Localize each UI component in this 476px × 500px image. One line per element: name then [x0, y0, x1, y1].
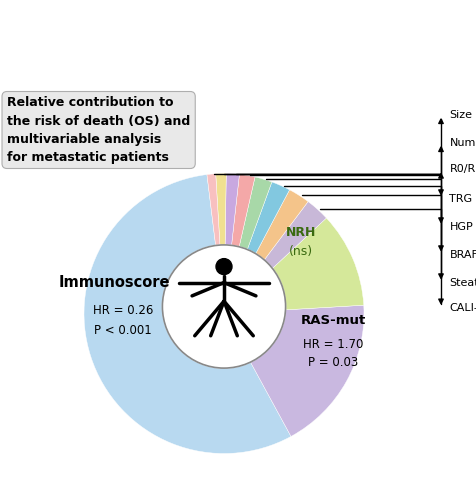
Text: TRG: TRG	[449, 194, 473, 203]
Text: Relative contribution to
the risk of death (OS) and
multivariable analysis
for m: Relative contribution to the risk of dea…	[7, 96, 190, 164]
Text: P < 0.001: P < 0.001	[94, 324, 152, 337]
Circle shape	[216, 258, 232, 274]
Text: CALI-SOS: CALI-SOS	[449, 303, 476, 313]
Wedge shape	[207, 174, 224, 314]
Text: R0/R1: R0/R1	[449, 164, 476, 174]
Text: RAS-mut: RAS-mut	[300, 314, 366, 327]
Text: NRH: NRH	[286, 226, 316, 239]
Wedge shape	[224, 202, 327, 314]
Text: Immunoscore: Immunoscore	[59, 275, 170, 290]
Text: HR = 0.26: HR = 0.26	[93, 304, 153, 317]
Text: Number: Number	[449, 138, 476, 147]
Wedge shape	[224, 305, 364, 436]
Wedge shape	[224, 218, 364, 314]
Wedge shape	[224, 190, 308, 314]
Text: P = 0.03: P = 0.03	[308, 356, 358, 369]
Text: HR = 1.70: HR = 1.70	[303, 338, 363, 351]
Wedge shape	[224, 177, 272, 314]
Text: HGP: HGP	[449, 222, 473, 232]
Wedge shape	[224, 174, 255, 314]
Text: Size: Size	[449, 110, 472, 120]
Text: (ns): (ns)	[289, 246, 313, 258]
Text: Steatohepatitis: Steatohepatitis	[449, 278, 476, 287]
Wedge shape	[224, 182, 289, 314]
Text: BRAF-mut: BRAF-mut	[449, 250, 476, 260]
Circle shape	[162, 245, 286, 368]
Wedge shape	[224, 174, 239, 314]
Wedge shape	[84, 174, 291, 454]
Wedge shape	[216, 174, 226, 314]
